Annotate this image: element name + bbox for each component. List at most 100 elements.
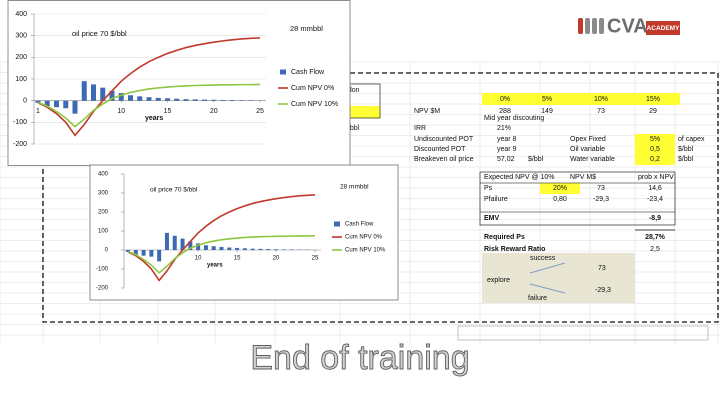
cell: Breakeven oil price [414,156,474,163]
cell: 14,6 [648,185,662,192]
y-tick-label: -100 [13,119,27,126]
x-tick-label: 20 [273,256,280,262]
cell: 288 [499,108,511,115]
cell: Required Ps [484,234,525,241]
cell: $/bbl [678,146,694,153]
y-tick-label: 100 [15,76,27,83]
cell: 0% [500,96,510,103]
cell: Expected NPV @ 10% [484,174,555,181]
chart-frame [89,164,399,301]
cell: -8,9 [649,215,661,222]
highlight [635,134,675,165]
line [127,234,316,274]
bar [180,238,185,250]
bar [54,100,59,108]
cell: Risk Reward Ratio [484,246,545,253]
cell: 5% [542,96,552,103]
bar [229,100,235,101]
bar [172,235,177,250]
bar [91,84,96,101]
cell: 20% [553,185,567,192]
bar [219,246,224,250]
cell: 0,5 [650,146,660,153]
tree-branch [529,262,566,274]
chart-frame [7,0,351,166]
cell-border [457,325,709,341]
annotation: 28 mmbbl [290,24,323,33]
cell: 0,80 [553,196,567,203]
logo: CVA ACADEMY [578,15,680,37]
bar [196,243,201,250]
bar [63,100,69,109]
cell: 21% [497,125,511,132]
y-tick-label: 400 [15,11,27,18]
bar [235,247,240,250]
y-tick-label: 200 [15,54,27,61]
chart-title: oil price 70 $/bbl [150,187,198,194]
bar [146,97,152,101]
tree-box [482,253,635,303]
bar [35,100,41,103]
cell: IRR [414,125,426,132]
legend-label: Cum NPV 0% [345,235,383,241]
tree-label: explore [487,277,510,284]
bar [157,250,162,262]
bar [137,96,143,101]
chart-title: oil price 70 $/bbl [72,29,127,38]
cell: Discounted POT [414,146,466,153]
legend-swatch [334,221,340,227]
chart: -200-1000100200300400510152025oil price … [89,164,399,301]
legend-label: Cum NPV 10% [345,248,386,254]
cell: 73 [597,108,605,115]
cell: 28,7% [645,234,666,241]
chart: -200 -100 0 100 200 300 400 1 10 15 20 25 oil price … [7,0,351,166]
cell: 2,5 [650,246,660,253]
bar [289,249,294,250]
x-axis-label: years [145,115,163,122]
cell: 73 [597,185,605,192]
bar [258,248,263,250]
tree-label: 73 [598,265,606,272]
y-tick-label: 300 [15,33,27,40]
x-tick-label: 1 [36,108,40,115]
bar [100,87,106,101]
tree-label: -29,3 [595,287,611,294]
highlight [540,183,580,194]
bar [165,98,170,101]
x-tick-label: 10 [195,256,202,262]
cell: 149 [541,108,553,115]
logo-figure [592,18,597,34]
bar [202,99,207,101]
y-tick-label: 400 [98,172,109,178]
cell: 15% [646,96,660,103]
table-border [479,171,676,226]
cell: ndon [344,87,360,94]
dashed-frame [42,72,719,323]
cell: 57,02 [497,156,515,163]
cell: EMV [484,215,500,222]
x-tick-label: 10 [117,108,125,115]
cell: of capex [678,136,705,143]
cell: -23,4 [647,196,663,203]
logo-tagline: ACADEMY [647,25,681,32]
x-tick-label: 25 [256,108,264,115]
x-tick-label: 15 [164,108,172,115]
bar [164,232,169,250]
bar [133,250,138,255]
bar [281,249,286,250]
bar [211,99,217,101]
cell: Opex Fixed [570,136,606,143]
bar [174,98,180,101]
tree-label: success [530,255,556,262]
bar [81,81,87,101]
bar [188,241,193,250]
y-tick-label: 300 [98,191,109,197]
cell: Mid year discouting [484,115,544,122]
bar [109,90,115,101]
cell: 29 [649,108,657,115]
legend-label: Cash Flow [345,222,374,228]
y-tick-label: 200 [98,210,109,216]
logo-figure [585,18,590,34]
cell: year 9 [497,146,517,153]
logo-brand: CVA [607,15,648,37]
